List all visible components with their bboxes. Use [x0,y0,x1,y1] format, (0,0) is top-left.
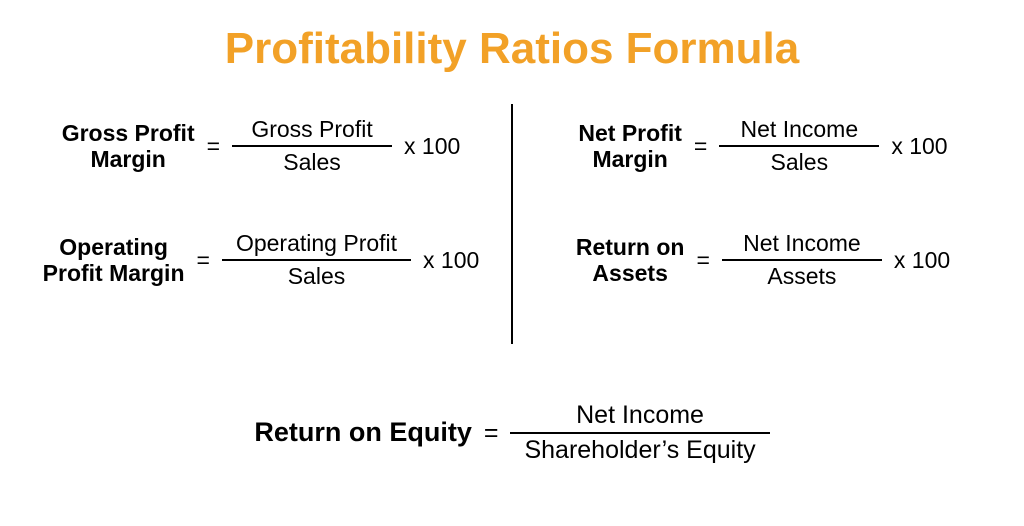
left-column: Gross Profit Margin = Gross Profit Sales… [31,114,491,292]
return-on-assets-numerator: Net Income [729,228,875,259]
equals-sign: = [484,419,499,448]
operating-profit-margin-formula: Operating Profit Margin = Operating Prof… [31,228,491,292]
operating-profit-margin-multiplier: x 100 [423,247,479,274]
vertical-divider [511,104,513,344]
gross-profit-margin-denominator: Sales [269,147,355,178]
equals-sign: = [197,247,210,274]
operating-profit-margin-numerator: Operating Profit [222,228,411,259]
net-profit-margin-formula: Net Profit Margin = Net Income Sales x 1… [533,114,993,178]
gross-profit-margin-multiplier: x 100 [404,133,460,160]
gross-profit-margin-numerator: Gross Profit [237,114,386,145]
return-on-equity-fraction: Net Income Shareholder’s Equity [510,399,769,467]
return-on-assets-multiplier: x 100 [894,247,950,274]
net-profit-margin-multiplier: x 100 [891,133,947,160]
return-on-assets-formula: Return on Assets = Net Income Assets x 1… [533,228,993,292]
return-on-equity-lhs: Return on Equity [254,417,472,448]
page-title: Profitability Ratios Formula [0,0,1024,104]
right-column: Net Profit Margin = Net Income Sales x 1… [533,114,993,292]
formula-grid: Gross Profit Margin = Gross Profit Sales… [0,104,1024,354]
gross-profit-margin-lhs: Gross Profit Margin [62,120,195,173]
return-on-assets-denominator: Assets [753,261,850,292]
return-on-assets-fraction: Net Income Assets [722,228,882,292]
gross-profit-margin-formula: Gross Profit Margin = Gross Profit Sales… [31,114,491,178]
net-profit-margin-numerator: Net Income [727,114,873,145]
equals-sign: = [696,247,709,274]
return-on-assets-lhs: Return on Assets [576,234,685,287]
return-on-equity-numerator: Net Income [562,399,718,432]
equals-sign: = [694,133,707,160]
bottom-formula-row: Return on Equity = Net Income Shareholde… [0,399,1024,467]
return-on-equity-denominator: Shareholder’s Equity [510,434,769,467]
operating-profit-margin-denominator: Sales [274,261,360,292]
operating-profit-margin-lhs: Operating Profit Margin [43,234,185,287]
return-on-equity-formula: Return on Equity = Net Income Shareholde… [254,399,769,467]
net-profit-margin-denominator: Sales [757,147,843,178]
net-profit-margin-fraction: Net Income Sales [719,114,879,178]
equals-sign: = [207,133,220,160]
gross-profit-margin-fraction: Gross Profit Sales [232,114,392,178]
net-profit-margin-lhs: Net Profit Margin [578,120,682,173]
operating-profit-margin-fraction: Operating Profit Sales [222,228,411,292]
